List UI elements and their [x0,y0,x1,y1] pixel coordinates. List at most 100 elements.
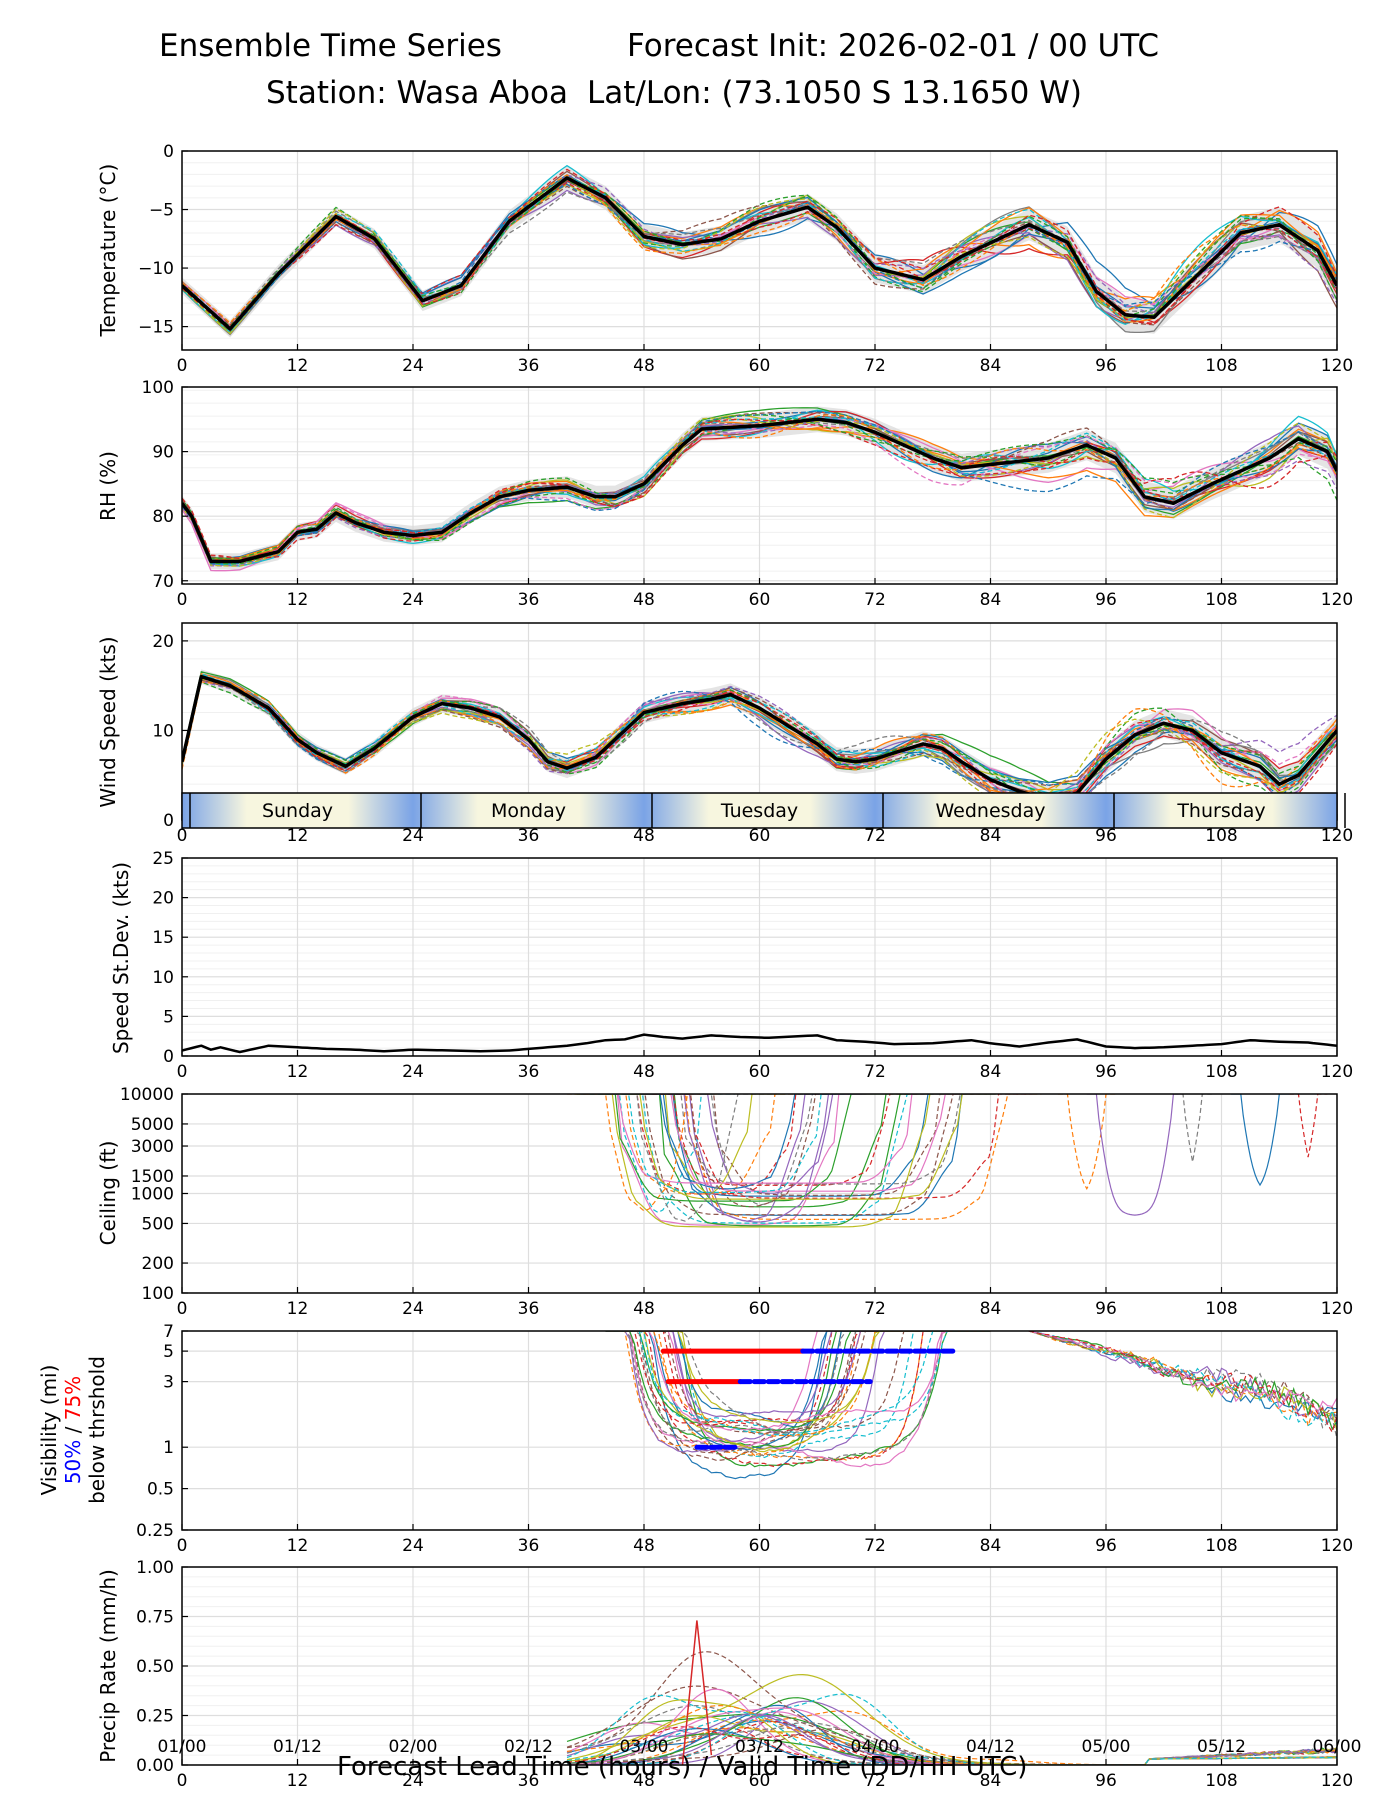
plot-area-relative_humidity [182,387,1337,584]
vis-label-p75: 75% [61,1376,85,1420]
x-tick-label: 96 [1095,826,1117,846]
x-tick-label: 48 [633,1299,655,1319]
x-tick-label: 72 [864,1536,886,1556]
member-line [605,1331,991,1427]
y-axis-label: Temperature (°C) [96,164,120,338]
x-tick-label: 60 [749,826,771,846]
x-tick-label: 36 [518,1299,540,1319]
y-axis-label: Precip Rate (mm/h) [96,1569,120,1763]
x-tick-label: 36 [518,826,540,846]
x-tick-label: 96 [1095,356,1117,376]
plot-area-ceiling [182,1094,1337,1293]
y-tick-label: 25 [152,849,174,869]
x-tick-label: 36 [518,1062,540,1082]
plot-area-precip_rate [182,1567,1337,1765]
vis-label-line1: Visibility (mi) [37,1365,61,1496]
member-line [182,417,1337,567]
member-line [605,1331,991,1437]
x-tick-label: 96 [1095,1299,1117,1319]
ensemble-mean-line [182,417,1337,564]
x-tick-label: 120 [1321,356,1353,376]
x-tick-label: 24 [402,826,424,846]
x-tick-label: 24 [402,1536,424,1556]
y-tick-label: 80 [152,507,174,527]
x-tick-label: 12 [287,356,309,376]
y-tick-label: 7 [163,1322,174,1342]
member-line [566,1694,1337,1765]
y-tick-label: 1.00 [136,1558,174,1578]
vis-label-line3: below thrshold [85,1356,109,1504]
y-axis-label: Wind Speed (kts) [96,636,120,807]
y-tick-label: 0.00 [136,1756,174,1776]
x-tick-label: 84 [980,590,1002,610]
member-line [1231,1094,1289,1187]
x-tick-label: 120 [1321,1771,1353,1791]
day-bar [181,792,1346,829]
x-tick-label: 60 [749,356,771,376]
member-line [1086,1094,1183,1216]
member-line [573,1094,964,1228]
x-tick-label: 12 [287,1536,309,1556]
x-tick-label: 108 [1205,1771,1237,1791]
valid-time-label: 05/12 [1197,1737,1246,1757]
y-tick-label: 15 [152,928,174,948]
member-line [1028,1331,1337,1429]
y-tick-label: 10 [152,968,174,988]
member-line [182,674,1337,797]
station-label: Station: Wasa Aboa [266,75,569,111]
member-line [1028,1331,1337,1440]
member-line [669,1094,867,1194]
member-line [605,1331,991,1431]
x-tick-label: 108 [1205,356,1237,376]
x-tick-label: 48 [633,826,655,846]
member-line [605,1331,991,1442]
x-tick-label: 84 [980,1771,1002,1791]
panel-temperature [181,150,1338,351]
member-line [182,174,1337,324]
member-line [642,1094,994,1185]
member-line [604,1094,941,1224]
x-tick-label: 96 [1095,1062,1117,1082]
y-tick-label: 0.75 [136,1608,174,1628]
plot-area-wind_speed [182,623,1337,820]
valid-time-label: 01/12 [273,1737,322,1757]
member-line [182,422,1337,563]
panel-speed_std_dev [181,857,1338,1057]
x-tick-label: 72 [864,1299,886,1319]
x-tick-label: 60 [749,1771,771,1791]
member-line [634,1094,996,1216]
y-tick-label: 10 [152,721,174,741]
x-tick-label: 108 [1205,1536,1237,1556]
member-line [590,1094,855,1193]
y-tick-label: 5000 [131,1115,174,1135]
x-tick-label: 120 [1321,826,1353,846]
ensemble-mean-line [182,176,1337,331]
member-line [182,672,1337,803]
y-tick-label: −10 [138,259,174,279]
day-label: Sunday [262,800,333,822]
day-label: Thursday [1176,800,1265,822]
vis-label-p50: 50% [61,1440,85,1484]
x-tick-label: 120 [1321,1299,1353,1319]
x-tick-label: 24 [402,1062,424,1082]
x-tick-label: 0 [177,826,188,846]
x-tick-label: 0 [177,1299,188,1319]
y-tick-label: −15 [138,318,174,338]
member-line [605,1331,991,1448]
member-line [646,1094,1042,1220]
member-line [605,1331,991,1434]
member-line [605,1331,991,1461]
y-tick-label: 0.50 [136,1657,174,1677]
member-line [605,1331,991,1461]
plot-area-speed_std_dev [182,858,1337,1056]
day-cell [875,793,1106,828]
member-line [1288,1094,1328,1158]
member-line [605,1331,991,1453]
x-tick-label: 108 [1205,1062,1237,1082]
y-tick-label: 1000 [131,1185,174,1205]
x-tick-label: 60 [749,1299,771,1319]
y-tick-label: 5 [163,1007,174,1027]
plot-area-temperature [182,151,1337,350]
y-tick-label: 0.25 [136,1707,174,1727]
